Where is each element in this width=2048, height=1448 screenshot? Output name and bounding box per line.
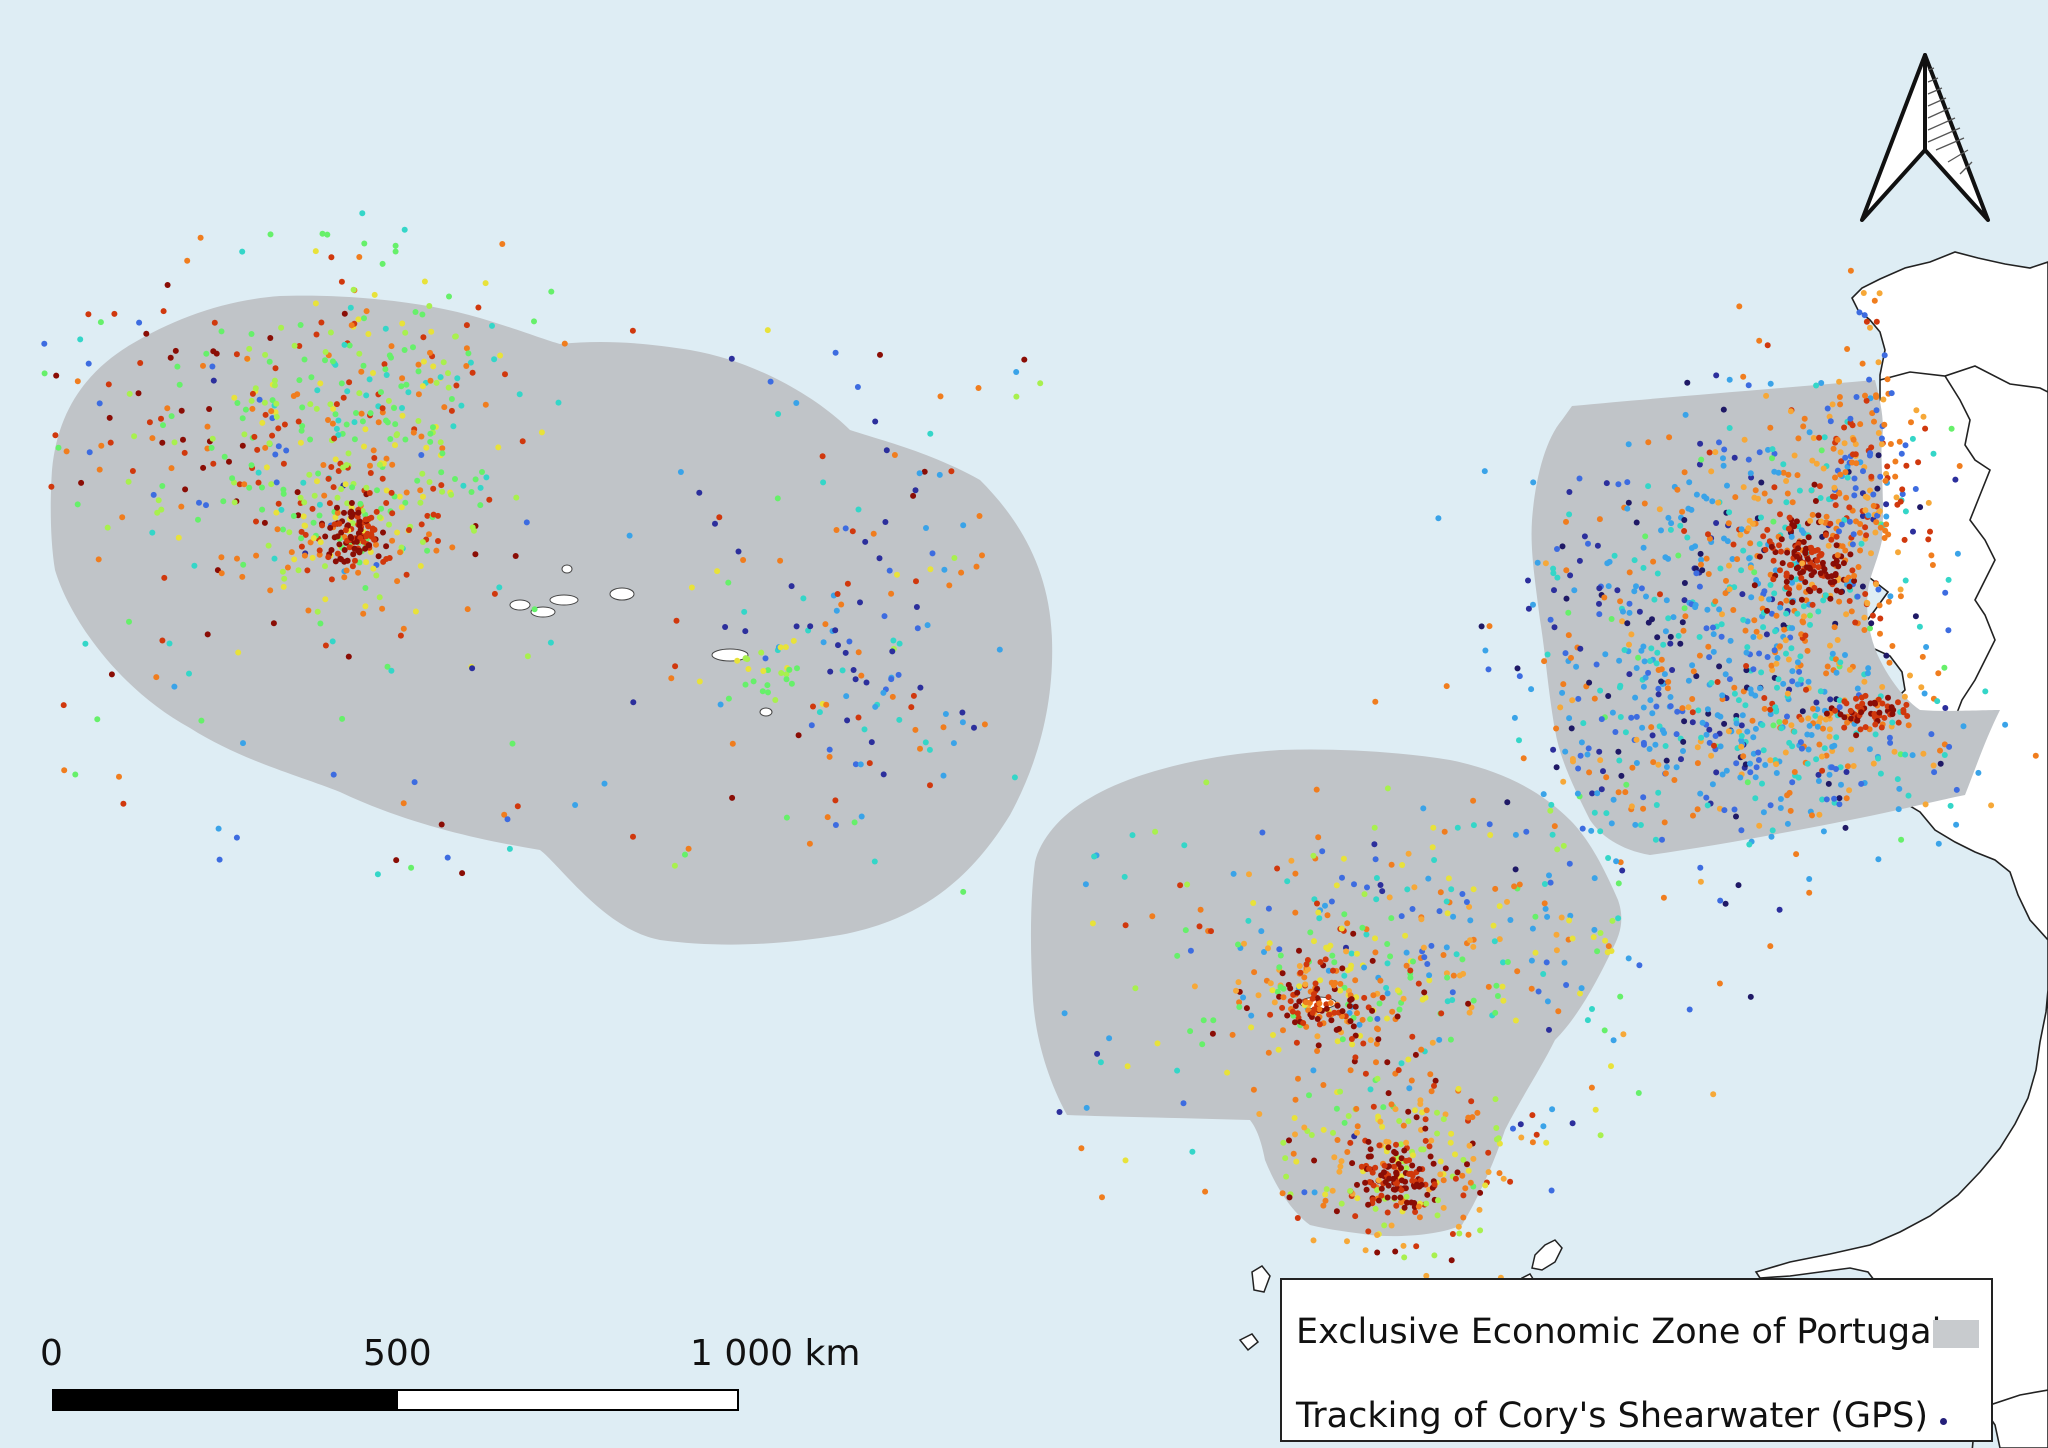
country-border-2 — [1929, 375, 1996, 761]
scale-label-1000: 1 000 km — [690, 1333, 861, 1374]
legend-eez-label: Exclusive Economic Zone of Portugal — [1296, 1312, 1942, 1352]
gps-points-layer — [41, 210, 2039, 1298]
scale-label-500: 500 — [363, 1333, 432, 1374]
azores-island-1 — [509, 599, 531, 611]
scale-label-0: 0 — [40, 1333, 63, 1374]
eez-azores — [50, 295, 1053, 945]
legend-eez-swatch — [1933, 1320, 1979, 1348]
country-border — [1879, 365, 2048, 393]
legend-gps-dot-icon — [1940, 1418, 1947, 1425]
azores-island-4 — [609, 587, 635, 601]
map-legend: Exclusive Economic Zone of Portugal Trac… — [1280, 1278, 1993, 1442]
scale-bar — [52, 1389, 739, 1411]
eez-mainland — [1531, 380, 2000, 855]
canary-island-1 — [1531, 1239, 1563, 1271]
legend-tracking-label: Tracking of Cory's Shearwater (GPS) — [1296, 1396, 1928, 1436]
azores-island-3 — [549, 594, 579, 606]
canary-island-4 — [1238, 1333, 1260, 1352]
north-arrow-icon — [1860, 53, 1990, 222]
azores-island-5 — [561, 564, 573, 574]
canary-island-3 — [1251, 1265, 1271, 1293]
azores-island-7 — [759, 707, 773, 717]
azores-island-6 — [711, 648, 749, 662]
